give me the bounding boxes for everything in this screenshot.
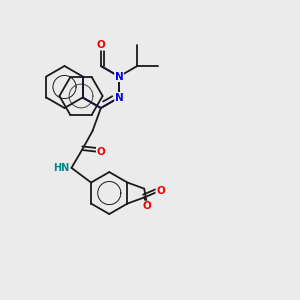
Text: N: N [115, 71, 123, 82]
Text: O: O [143, 201, 152, 211]
Text: O: O [97, 40, 105, 50]
Text: O: O [156, 186, 165, 196]
Text: N: N [115, 92, 123, 103]
Text: O: O [97, 147, 105, 157]
Text: HN: HN [53, 163, 69, 173]
